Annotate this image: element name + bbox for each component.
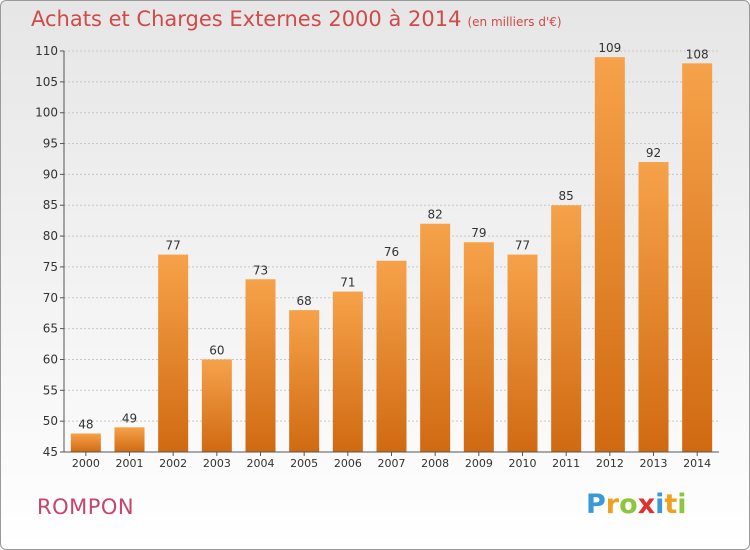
bar-2004 xyxy=(245,279,276,452)
y-tick-label: 60 xyxy=(43,352,58,366)
x-tick-label-2001: 2001 xyxy=(116,457,144,470)
x-tick-label-2012: 2012 xyxy=(596,457,624,470)
bar-2012 xyxy=(594,57,625,453)
x-tick-label-2006: 2006 xyxy=(334,457,362,470)
data-label-2004: 73 xyxy=(253,263,268,277)
logo-letter: o xyxy=(619,489,638,520)
y-tick-label: 90 xyxy=(43,167,58,181)
x-tick-label-2002: 2002 xyxy=(159,457,187,470)
bars xyxy=(70,57,713,453)
y-axis-ticks: 45 50 55 60 65 70 75 80 85 90 95 100 105 110 xyxy=(35,44,64,459)
data-label-2001: 49 xyxy=(122,411,137,425)
x-tick-label-2007: 2007 xyxy=(378,457,406,470)
bar-2013 xyxy=(638,162,669,453)
bar-2001 xyxy=(114,427,145,452)
data-label-2009: 79 xyxy=(471,226,486,240)
data-label-2008: 82 xyxy=(428,208,443,222)
data-labels: 48 49 77 60 73 68 71 76 82 79 77 85 109 92 108 xyxy=(78,41,708,431)
y-tick-label: 85 xyxy=(43,198,58,212)
location-name: ROMPON xyxy=(37,495,135,519)
y-tick-label: 95 xyxy=(43,137,58,151)
y-tick-label: 105 xyxy=(35,75,58,89)
x-tick-label-2014: 2014 xyxy=(683,457,711,470)
data-label-2012: 109 xyxy=(598,41,621,55)
bar-2009 xyxy=(463,242,494,452)
data-label-2011: 85 xyxy=(559,189,574,203)
data-label-2010: 77 xyxy=(515,239,530,253)
bar-2014 xyxy=(682,63,713,452)
x-tick-label-2011: 2011 xyxy=(552,457,580,470)
bar-2000 xyxy=(70,433,101,452)
x-tick-label-2004: 2004 xyxy=(247,457,275,470)
chart-subtitle: (en milliers d'€) xyxy=(467,15,562,29)
y-tick-label: 70 xyxy=(43,291,58,305)
logo-letter: i xyxy=(655,489,665,520)
bar-2005 xyxy=(289,310,320,452)
logo-letter: r xyxy=(605,489,620,520)
proxiti-logo: Proxiti xyxy=(586,489,687,520)
bar-2011 xyxy=(551,205,582,452)
data-label-2005: 68 xyxy=(297,294,312,308)
data-label-2003: 60 xyxy=(209,343,224,357)
x-tick-label-2003: 2003 xyxy=(203,457,231,470)
x-tick-label-2000: 2000 xyxy=(72,457,100,470)
logo-letter: x xyxy=(637,489,656,520)
y-tick-label: 80 xyxy=(43,229,58,243)
data-label-2002: 77 xyxy=(166,239,181,253)
data-label-2013: 92 xyxy=(646,146,661,160)
bar-2010 xyxy=(507,254,538,452)
data-label-2014: 108 xyxy=(686,47,709,61)
logo-letter: t xyxy=(664,489,678,520)
data-label-2000: 48 xyxy=(78,417,93,431)
chart-title: Achats et Charges Externes 2000 à 2014 (e… xyxy=(31,7,562,31)
x-tick-label-2010: 2010 xyxy=(509,457,537,470)
logo-letter: P xyxy=(586,489,606,520)
x-tick-label-2005: 2005 xyxy=(290,457,318,470)
y-tick-label: 50 xyxy=(43,414,58,428)
y-tick-label: 65 xyxy=(43,322,58,336)
bar-2002 xyxy=(158,254,189,452)
chart-title-text: Achats et Charges Externes 2000 à 2014 xyxy=(31,7,462,31)
y-tick-label: 110 xyxy=(35,44,58,58)
y-tick-label: 100 xyxy=(35,106,58,120)
bar-2008 xyxy=(420,223,451,452)
x-axis-ticks: 2000 2001 2002 2003 2004 2005 2006 2007 2008 2009… xyxy=(72,452,711,470)
bar-2006 xyxy=(332,291,363,452)
bar-2003 xyxy=(201,359,232,452)
y-tick-label: 75 xyxy=(43,260,58,274)
logo-letter: i xyxy=(677,489,687,520)
x-tick-label-2008: 2008 xyxy=(421,457,449,470)
data-label-2007: 76 xyxy=(384,245,399,259)
y-tick-label: 45 xyxy=(43,445,58,459)
data-label-2006: 71 xyxy=(340,276,355,290)
bar-2007 xyxy=(376,260,407,452)
x-tick-label-2013: 2013 xyxy=(640,457,668,470)
x-tick-label-2009: 2009 xyxy=(465,457,493,470)
y-tick-label: 55 xyxy=(43,383,58,397)
